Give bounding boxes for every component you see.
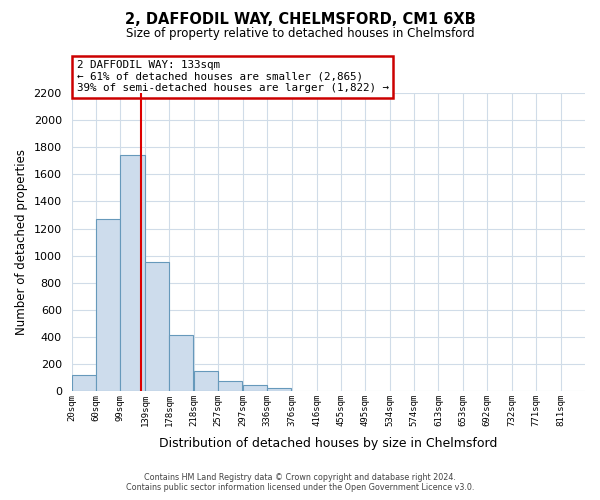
Bar [96,219,121,391]
Text: Contains HM Land Registry data © Crown copyright and database right 2024.
Contai: Contains HM Land Registry data © Crown c… [126,473,474,492]
Bar [267,388,291,391]
Bar [169,334,193,391]
Bar [121,156,145,391]
Text: Size of property relative to detached houses in Chelmsford: Size of property relative to detached ho… [125,28,475,40]
Text: 2 DAFFODIL WAY: 133sqm
← 61% of detached houses are smaller (2,865)
39% of semi-: 2 DAFFODIL WAY: 133sqm ← 61% of detached… [77,60,389,93]
Text: 2, DAFFODIL WAY, CHELMSFORD, CM1 6XB: 2, DAFFODIL WAY, CHELMSFORD, CM1 6XB [125,12,475,28]
Bar [71,374,95,391]
Bar [218,380,242,391]
Bar [243,386,267,391]
Y-axis label: Number of detached properties: Number of detached properties [15,149,28,335]
Bar [194,370,218,391]
X-axis label: Distribution of detached houses by size in Chelmsford: Distribution of detached houses by size … [159,437,497,450]
Bar [145,262,169,391]
